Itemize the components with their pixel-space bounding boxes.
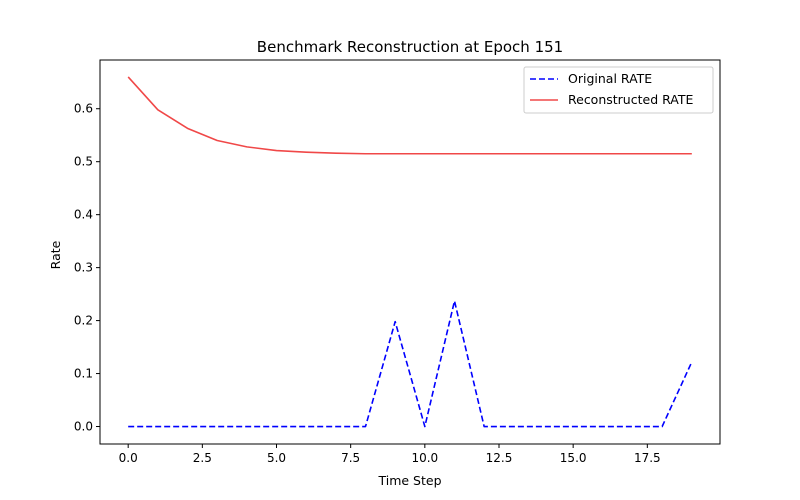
y-tick-label: 0.6	[74, 102, 93, 116]
series-line-reconstructed-rate	[127, 76, 692, 155]
y-tick-label: 0.2	[74, 314, 93, 328]
series-line-original-rate	[128, 300, 693, 428]
y-tick-label: 0.0	[74, 420, 93, 434]
y-tick-label: 0.5	[74, 155, 93, 169]
x-tick-label: 17.5	[634, 451, 661, 465]
legend-label: Reconstructed RATE	[568, 92, 693, 107]
chart-title: Benchmark Reconstruction at Epoch 151	[257, 38, 563, 56]
plot-area: 0.0 2.5 5.0 7.5 10.0 12.5 15.0 17.5 0.0 0.1 0.2 0.3…	[74, 76, 693, 465]
y-axis-label: Rate	[48, 240, 63, 269]
legend-label: Original RATE	[568, 71, 652, 86]
x-tick-label: 12.5	[486, 451, 513, 465]
x-axis-label: Time Step	[377, 473, 441, 488]
x-tick-label: 5.0	[267, 451, 286, 465]
x-tick-label: 2.5	[193, 451, 212, 465]
x-tick-label: 15.0	[560, 451, 587, 465]
plot-frame	[99, 59, 721, 445]
y-tick-label: 0.4	[74, 208, 93, 222]
y-tick-label: 0.1	[74, 367, 93, 381]
legend-box	[523, 66, 714, 114]
legend: Original RATE Reconstructed RATE	[523, 66, 714, 114]
y-tick-label: 0.3	[74, 261, 93, 275]
x-tick-label: 10.0	[411, 451, 438, 465]
x-tick-label: 0.0	[119, 451, 138, 465]
x-tick-label: 7.5	[341, 451, 360, 465]
